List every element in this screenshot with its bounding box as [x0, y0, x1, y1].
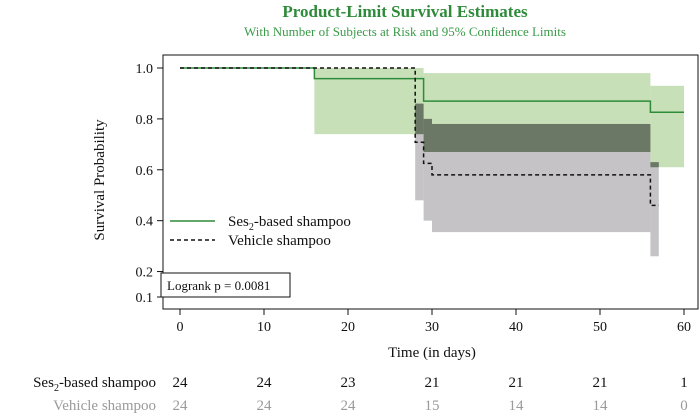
survival-curves	[180, 67, 684, 207]
risk-row-label-vehicle: Vehicle shampoo	[53, 398, 156, 414]
risk-count-row1: 24	[173, 398, 189, 414]
confidence-band-overlap	[432, 123, 651, 152]
risk-count-row1: 15	[425, 398, 440, 414]
logrank-annotation: Logrank p = 0.0081	[160, 272, 291, 298]
chart-subtitle: With Number of Subjects at Risk and 95% …	[244, 24, 566, 39]
survival-curve-0	[180, 67, 684, 114]
x-tick-label: 40	[509, 320, 523, 335]
y-tick-label: 0.4	[136, 215, 154, 230]
risk-count-row0: 21	[509, 375, 524, 391]
survival-curve-1	[180, 67, 659, 207]
plot-frame	[162, 54, 699, 310]
risk-count-row1: 24	[341, 398, 357, 414]
legend-label-vehicle: Vehicle shampoo	[228, 233, 331, 249]
y-tick-label: 0.1	[136, 291, 154, 306]
logrank-box	[160, 272, 291, 298]
confidence-band-1-segment	[650, 162, 659, 257]
confidence-band-overlap	[415, 103, 424, 135]
x-axis-label: Time (in days)	[388, 345, 476, 361]
risk-count-row1: 0	[680, 398, 688, 414]
confidence-band-overlap	[650, 162, 659, 168]
y-tick-label: 0.8	[136, 113, 154, 128]
x-tick-label: 0	[177, 320, 184, 335]
x-tick-label: 30	[425, 320, 439, 335]
risk-count-row0: 24	[257, 375, 273, 391]
risk-count-row1: 14	[509, 398, 525, 414]
confidence-band-0-segment	[650, 85, 684, 168]
confidence-bands	[314, 68, 684, 257]
risk-cells: 24 24 23 21 21 21 1 24 24 24 15 14 14 0	[173, 375, 688, 414]
legend-label-ses2: Ses2-based shampoo	[228, 214, 351, 233]
at-risk-table: Ses2-based shampoo Vehicle shampoo 24 24 2…	[33, 375, 688, 414]
x-tick-label: 60	[677, 320, 691, 335]
y-tick-label: 0.2	[136, 266, 154, 281]
risk-count-row0: 21	[593, 375, 608, 391]
y-tick-label: 0.6	[136, 164, 154, 179]
risk-count-row1: 24	[257, 398, 273, 414]
y-tick-label: 1.0	[136, 62, 154, 77]
x-tick-label: 10	[257, 320, 271, 335]
risk-count-row0: 24	[173, 375, 189, 391]
confidence-band-1-segment	[423, 118, 432, 221]
risk-count-row0: 23	[341, 375, 356, 391]
confidence-band-0-segment	[314, 68, 424, 135]
risk-count-row1: 14	[593, 398, 609, 414]
chart-title: Product-Limit Survival Estimates	[282, 2, 528, 21]
legend: Ses2-based shampoo Vehicle shampoo	[170, 214, 351, 249]
confidence-band-1-segment	[415, 103, 424, 201]
risk-count-row0: 21	[425, 375, 440, 391]
risk-count-row0: 1	[680, 375, 688, 391]
x-tick-label: 50	[593, 320, 607, 335]
x-tick-label: 20	[341, 320, 355, 335]
confidence-band-overlap	[423, 118, 432, 152]
y-axis-label: Survival Probability	[92, 119, 108, 241]
risk-row-label-ses2: Ses2-based shampoo	[33, 375, 156, 394]
logrank-text: Logrank p = 0.0081	[167, 278, 270, 293]
x-axis: 0 10 20 30 40 50 60	[177, 309, 691, 335]
y-axis: 0.1 0.2 0.4 0.6 0.8 1.0	[136, 62, 163, 306]
